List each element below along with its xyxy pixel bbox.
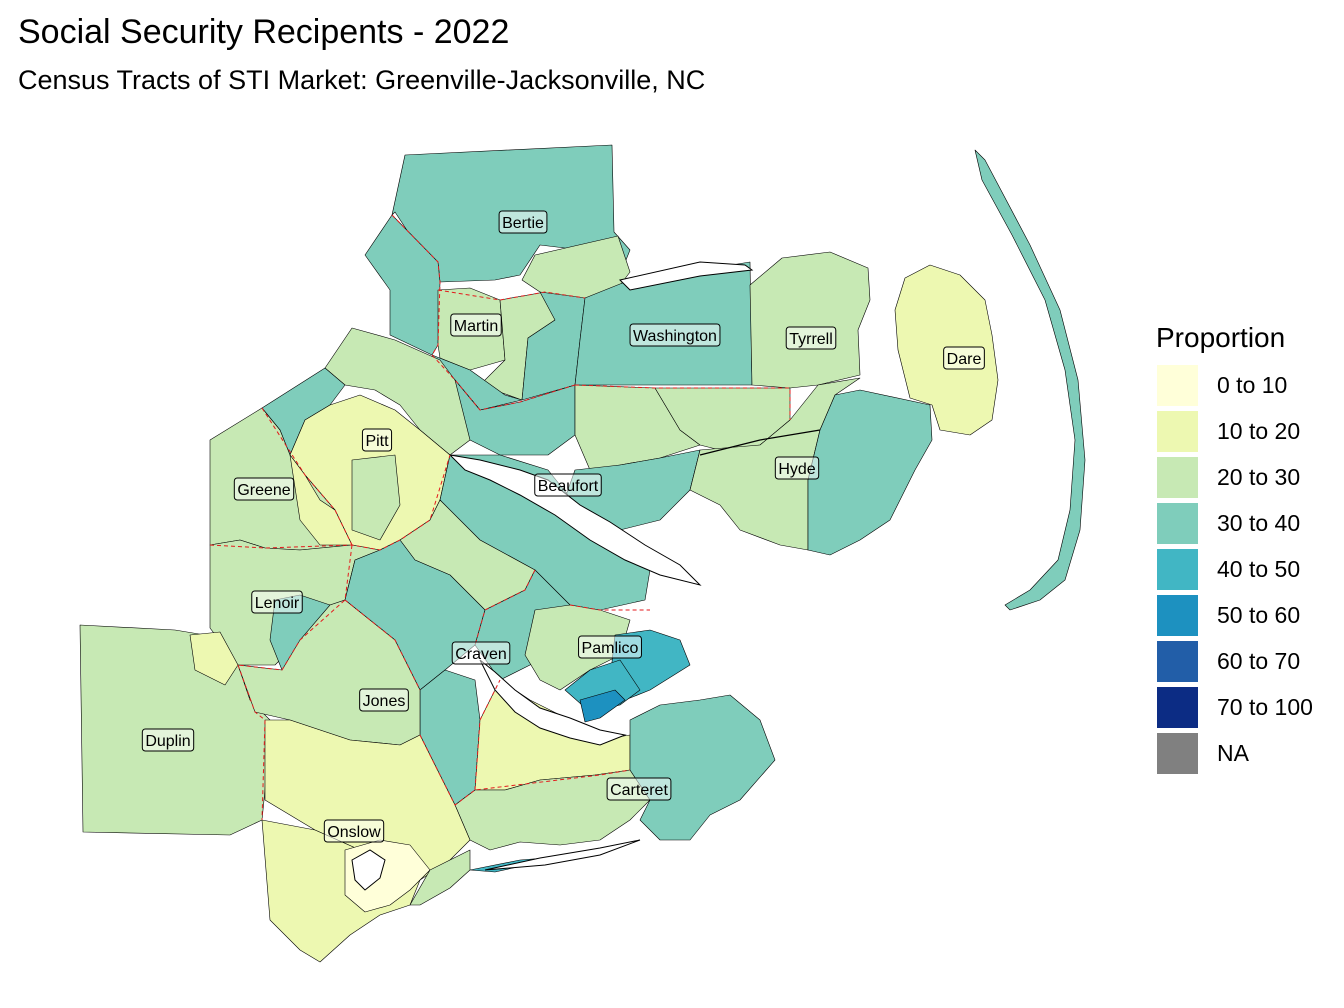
water-albemarle-sound <box>619 261 754 291</box>
tract-pitt-south <box>351 454 401 541</box>
county-label-lenoir: Lenoir <box>251 590 303 614</box>
county-label-carteret: Carteret <box>606 777 672 801</box>
hyde-beaufort-line <box>699 429 821 456</box>
legend-swatch <box>1156 409 1199 453</box>
county-label-text: Martin <box>454 318 498 335</box>
tract-dare-outer-banks <box>974 149 1086 611</box>
legend-label: 20 to 30 <box>1217 464 1301 490</box>
county-label-pamlico: Pamlico <box>578 635 642 659</box>
census-tracts <box>79 144 1086 963</box>
county-label-text: Beaufort <box>538 478 599 495</box>
legend-label: NA <box>1217 740 1249 766</box>
legend-label: 30 to 40 <box>1217 510 1301 536</box>
county-label-pitt: Pitt <box>361 428 393 452</box>
county-label-martin: Martin <box>450 313 502 337</box>
county-label-jones: Jones <box>359 688 409 712</box>
legend: Proportion 0 to 10 10 to 20 20 to 30 30 to … <box>1156 318 1336 776</box>
county-boundaries <box>209 214 791 821</box>
water-bogue-sound <box>484 839 641 871</box>
county-label-text: Pitt <box>365 433 389 450</box>
tract-hyde-east <box>807 389 933 556</box>
legend-label: 10 to 20 <box>1217 418 1301 444</box>
county-label-craven: Craven <box>451 641 511 665</box>
legend-swatch <box>1156 455 1199 499</box>
county-label-beaufort: Beaufort <box>534 473 602 497</box>
legend-item: 60 to 70 <box>1156 638 1336 684</box>
legend-swatch <box>1156 685 1199 729</box>
map-subtitle: Census Tracts of STI Market: Greenville-… <box>18 65 706 95</box>
county-label-hyde: Hyde <box>774 456 820 480</box>
county-label-text: Tyrrell <box>789 331 833 348</box>
legend-label: 0 to 10 <box>1217 372 1288 398</box>
water-neuse-river <box>479 659 627 746</box>
tract-tyrrell <box>749 251 871 389</box>
county-label-tyrrell: Tyrrell <box>785 326 837 350</box>
legend-swatch <box>1156 593 1199 637</box>
map-title: Social Security Recipents - 2022 <box>18 13 510 51</box>
county-label-bertie: Bertie <box>498 210 548 234</box>
tract-carteret-east <box>629 694 776 841</box>
county-label-washington: Washington <box>629 323 721 347</box>
water-bodies <box>351 261 754 891</box>
legend-item: 50 to 60 <box>1156 592 1336 638</box>
tract-duplin-east <box>189 631 239 686</box>
legend-swatch <box>1156 363 1199 407</box>
legend-title: Proportion <box>1156 322 1286 353</box>
legend-swatch <box>1156 731 1199 775</box>
county-label-text: Hyde <box>778 461 815 478</box>
legend-swatch <box>1156 501 1199 545</box>
county-label-text: Jones <box>363 693 406 710</box>
water-new-river <box>351 849 386 891</box>
legend-swatch <box>1156 547 1199 591</box>
county-label-text: Carteret <box>610 782 668 799</box>
legend-item: 70 to 100 <box>1156 684 1336 730</box>
county-label-text: Pamlico <box>582 640 639 657</box>
legend-items: 0 to 10 10 to 20 20 to 30 30 to 40 40 to 50 5… <box>1156 362 1336 776</box>
county-label-onslow: Onslow <box>323 819 385 843</box>
county-label-text: Craven <box>455 646 507 663</box>
legend-item: NA <box>1156 730 1336 776</box>
legend-item: 10 to 20 <box>1156 408 1336 454</box>
county-label-text: Dare <box>947 351 982 368</box>
county-label-text: Onslow <box>327 824 381 841</box>
tract-carteret-center <box>454 769 651 851</box>
legend-item: 40 to 50 <box>1156 546 1336 592</box>
county-label-text: Duplin <box>145 733 190 750</box>
legend-item: 0 to 10 <box>1156 362 1336 408</box>
legend-label: 40 to 50 <box>1217 556 1301 582</box>
legend-label: 50 to 60 <box>1217 602 1301 628</box>
county-label-text: Lenoir <box>255 595 300 612</box>
county-label-duplin: Duplin <box>141 728 195 752</box>
legend-swatch <box>1156 639 1199 683</box>
tract-onslow-coast <box>409 849 471 906</box>
legend-label: 70 to 100 <box>1217 694 1313 720</box>
legend-item: 30 to 40 <box>1156 500 1336 546</box>
legend-item: 20 to 30 <box>1156 454 1336 500</box>
county-label-text: Greene <box>237 482 290 499</box>
tract-onslow-south <box>261 819 421 963</box>
tract-pamlico-tip <box>579 689 626 723</box>
county-label-greene: Greene <box>233 477 295 501</box>
county-label-dare: Dare <box>943 346 985 370</box>
tract-greene-east <box>289 454 353 546</box>
county-label-text: Washington <box>633 328 717 345</box>
county-label-text: Bertie <box>502 215 544 232</box>
county-labels: Bertie Martin Washington Tyrrell Dare Pitt Gre… <box>141 210 985 843</box>
legend-label: 60 to 70 <box>1217 648 1301 674</box>
